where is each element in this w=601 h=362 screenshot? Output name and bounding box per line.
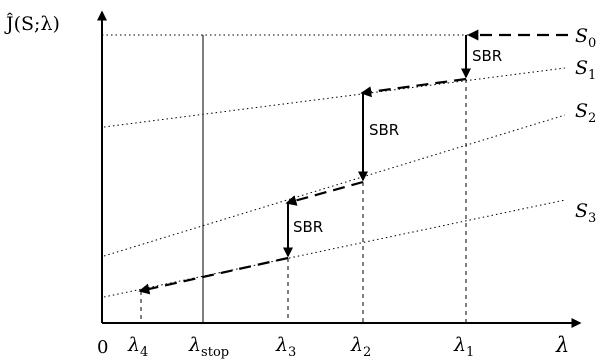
sbr-label-1: SBR bbox=[472, 47, 502, 65]
tick-label-lambda4: λ4 bbox=[127, 334, 148, 360]
tick-label-lambda-stop: λstop bbox=[188, 334, 229, 360]
path-segment-s1 bbox=[360, 77, 467, 98]
sbr-label-2: SBR bbox=[369, 121, 399, 139]
level-line-s3 bbox=[103, 199, 566, 298]
path-segment-s2 bbox=[285, 180, 364, 206]
tick-label-lambda1: λ1 bbox=[453, 334, 474, 360]
path-segment-s3 bbox=[138, 256, 289, 295]
origin-label: 0 bbox=[97, 337, 108, 358]
curve-label-s0: S0 bbox=[575, 25, 596, 51]
sbr-label-3: SBR bbox=[293, 218, 323, 236]
x-axis-label: λ bbox=[555, 333, 569, 357]
curve-label-s1: S1 bbox=[575, 57, 596, 83]
curve-label-s3: S3 bbox=[575, 200, 596, 226]
tick-label-lambda3: λ3 bbox=[275, 334, 296, 360]
curve-label-s2: S2 bbox=[575, 100, 596, 126]
y-axis-label: Ĵ(S;λ) bbox=[4, 12, 60, 35]
level-line-s2 bbox=[103, 114, 566, 257]
tick-label-lambda2: λ2 bbox=[350, 334, 371, 360]
level-line-s1 bbox=[103, 67, 566, 128]
